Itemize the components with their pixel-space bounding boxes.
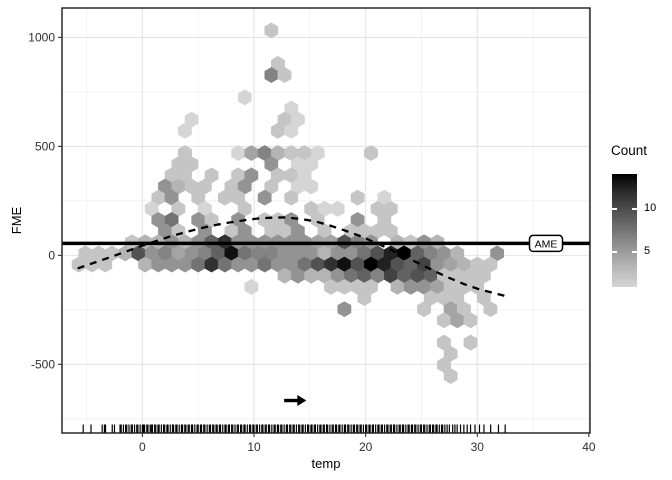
grid-minor xyxy=(62,8,590,433)
rug-layer xyxy=(82,424,506,433)
hex-cell xyxy=(443,368,458,384)
hex-cell xyxy=(237,89,252,106)
grid-major xyxy=(62,8,590,433)
x-tick-label: 10 xyxy=(247,440,261,454)
x-tick-label: 40 xyxy=(582,440,596,454)
legend-tick-notch xyxy=(612,251,617,254)
panel-border xyxy=(61,7,591,434)
x-tick-label: 20 xyxy=(359,440,373,454)
hex-cell xyxy=(264,22,279,39)
ame-label-text: AME xyxy=(535,238,558,250)
hex-cell xyxy=(257,189,272,206)
hex-cell xyxy=(244,278,259,295)
hex-cell xyxy=(277,67,292,83)
hex-cell xyxy=(350,189,365,206)
hex-cell xyxy=(463,312,478,329)
panel-background xyxy=(62,8,590,433)
hex-cell xyxy=(357,290,372,306)
x-tick-label: 0 xyxy=(139,440,146,454)
hex-cell xyxy=(337,301,352,318)
y-tick-label: 500 xyxy=(35,140,55,154)
ame-label: AME xyxy=(528,234,564,253)
legend-tick-notch xyxy=(612,207,617,210)
axis-ticks: 0 10 20 30 40 -500 0 500 1000 xyxy=(28,31,596,454)
x-axis-title: temp xyxy=(311,456,341,471)
hex-cell xyxy=(98,256,113,273)
hex-cell xyxy=(463,334,478,351)
y-tick-label: -500 xyxy=(31,358,55,372)
hex-cell xyxy=(330,200,345,217)
hexbin-layer xyxy=(71,22,505,384)
y-tick-label: 1000 xyxy=(28,31,55,45)
legend-tick-notch xyxy=(632,207,637,210)
legend-tick-label: 10 xyxy=(644,201,657,214)
hex-cell xyxy=(284,122,299,139)
legend-gradient-bar xyxy=(612,174,637,287)
legend-title: Count xyxy=(611,143,648,158)
hex-cell xyxy=(417,301,431,318)
y-tick-label: 0 xyxy=(48,249,55,263)
y-axis-title: FME xyxy=(9,206,24,235)
hex-cell xyxy=(364,145,378,161)
arrow-annotation xyxy=(284,395,307,407)
legend-tick-label: 5 xyxy=(644,245,651,258)
x-tick-label: 30 xyxy=(471,440,485,454)
hex-cell xyxy=(304,178,319,195)
smooth-dashed-line xyxy=(77,216,507,298)
hex-cell xyxy=(178,122,192,139)
hex-cell xyxy=(483,301,498,318)
hex-cell xyxy=(284,189,299,206)
legend-tick-notch xyxy=(632,251,637,254)
